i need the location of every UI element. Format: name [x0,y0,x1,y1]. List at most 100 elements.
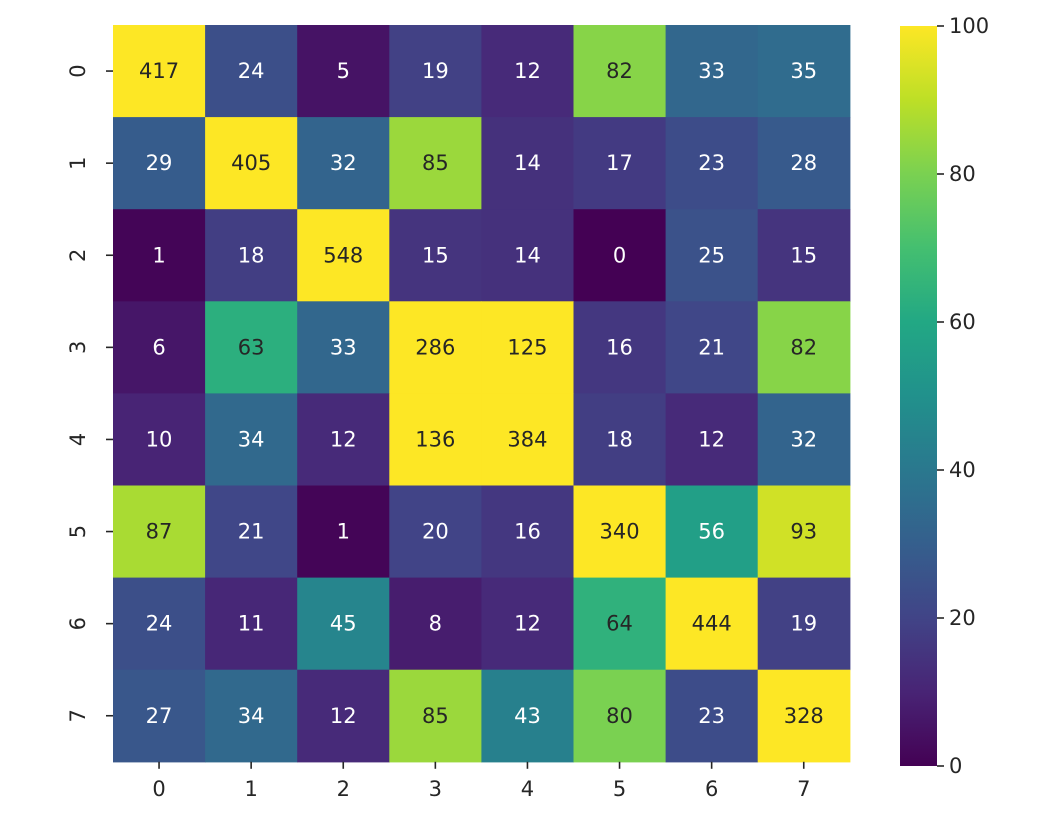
heatmap-cell-r5-c5 [573,485,667,579]
heatmap-cell-r2-c4 [481,209,575,302]
heatmap-cell-r3-c7 [757,301,851,394]
cell-value-r5-c3: 20 [422,520,449,544]
heatmap-cell-r6-c6 [665,577,759,671]
heatmap-cell-r4-c2 [297,393,390,487]
heatmap-cell-r7-c6 [665,669,759,763]
cell-value-r4-c4: 384 [507,427,547,451]
cell-value-r0-c0: 417 [139,59,179,83]
heatmap-cell-r5-c3 [389,485,482,579]
cell-value-r5-c2: 1 [337,520,350,544]
heatmap-cell-r3-c4 [481,301,575,394]
cell-value-r3-c5: 16 [606,335,633,359]
y-tick-label-2: 2 [66,249,90,262]
y-tick-label-3: 3 [66,341,90,354]
x-tick-label-7: 7 [797,777,810,801]
heatmap-cell-r7-c1 [205,669,298,763]
cell-value-r1-c5: 17 [606,151,633,175]
cell-value-r7-c5: 80 [606,704,633,728]
heatmap-cell-r3-c1 [205,301,298,394]
cell-value-r7-c1: 34 [238,704,265,728]
y-tick-label-7: 7 [66,709,90,722]
cell-value-r6-c0: 24 [146,612,173,636]
cell-value-r4-c2: 12 [330,427,357,451]
heatmap-cell-r5-c1 [205,485,298,579]
heatmap-cell-r6-c4 [481,577,575,671]
cell-value-r6-c1: 11 [238,612,265,636]
cell-value-r2-c5: 0 [613,243,626,267]
y-tick-label-1: 1 [66,156,90,169]
cell-value-r7-c2: 12 [330,704,357,728]
heatmap-cell-r7-c7 [757,669,851,763]
heatmap-cell-r1-c4 [481,117,575,210]
cell-value-r0-c6: 33 [698,59,725,83]
heatmap-cell-r2-c3 [389,209,482,302]
cell-value-r5-c0: 87 [146,520,173,544]
heatmap-cell-r1-c3 [389,117,482,210]
heatmap-cell-r6-c3 [389,577,482,671]
heatmap-cell-r7-c4 [481,669,575,763]
heatmap-cell-r0-c3 [389,25,482,118]
cell-value-r2-c3: 15 [422,243,449,267]
heatmap-cell-r1-c5 [573,117,667,210]
cell-value-r7-c3: 85 [422,704,449,728]
cell-value-r0-c7: 35 [790,59,817,83]
cell-value-r1-c7: 28 [790,151,817,175]
cell-value-r4-c5: 18 [606,427,633,451]
cell-value-r6-c5: 64 [606,612,633,636]
heatmap-cell-r7-c5 [573,669,667,763]
heatmap-cell-r6-c2 [297,577,390,671]
colorbar-tick-label-3: 60 [949,310,976,334]
heatmap-cell-r5-c6 [665,485,759,579]
heatmap-cell-r0-c6 [665,25,759,118]
cell-value-r6-c2: 45 [330,612,357,636]
cell-value-r3-c1: 63 [238,335,265,359]
heatmap-cell-r4-c5 [573,393,667,487]
cell-value-r5-c7: 93 [790,520,817,544]
cell-value-r2-c6: 25 [698,243,725,267]
heatmap-cell-r5-c2 [297,485,390,579]
heatmap-cell-r3-c2 [297,301,390,394]
heatmap-cell-r2-c5 [573,209,667,302]
heatmap-cell-r2-c1 [205,209,298,302]
colorbar-tick-label-5: 100 [949,14,989,38]
cell-value-r5-c6: 56 [698,520,725,544]
cell-value-r3-c0: 6 [152,335,165,359]
x-tick-label-0: 0 [152,777,165,801]
cell-value-r0-c1: 24 [238,59,265,83]
heatmap-cell-r0-c7 [757,25,851,118]
cell-value-r1-c0: 29 [146,151,173,175]
heatmap-cell-r7-c0 [113,669,206,763]
cell-value-r7-c7: 328 [784,704,824,728]
x-tick-label-3: 3 [429,777,442,801]
heatmap-cell-r3-c5 [573,301,667,394]
heatmap-cell-r7-c3 [389,669,482,763]
heatmap-cell-r5-c0 [113,485,206,579]
heatmap-cell-r1-c2 [297,117,390,210]
x-tick-label-4: 4 [521,777,534,801]
heatmap-cells [113,25,851,763]
colorbar-tick-label-1: 20 [949,606,976,630]
y-tick-label-0: 0 [66,64,90,77]
y-tick-label-4: 4 [66,433,90,446]
cell-value-r7-c4: 43 [514,704,541,728]
cell-value-r1-c2: 32 [330,151,357,175]
x-axis: 0 1 2 3 4 5 6 7 [152,761,810,801]
cell-value-r7-c6: 23 [698,704,725,728]
heatmap-cell-r4-c6 [665,393,759,487]
cell-value-r3-c4: 125 [507,335,547,359]
cell-value-r2-c0: 1 [152,243,165,267]
colorbar-tick-label-0: 0 [949,754,962,778]
heatmap-cell-r3-c3 [389,301,482,394]
cell-value-r2-c4: 14 [514,243,541,267]
cell-value-r3-c3: 286 [415,335,455,359]
y-axis: 0 1 2 3 4 5 6 7 [66,64,113,722]
heatmap-cell-r1-c0 [113,117,206,210]
heatmap-cell-r1-c7 [757,117,851,210]
heatmap-cell-r4-c4 [481,393,575,487]
heatmap-cell-r3-c0 [113,301,206,394]
cell-value-r0-c5: 82 [606,59,633,83]
cell-value-r5-c5: 340 [600,520,640,544]
cell-value-r4-c0: 10 [146,427,173,451]
cell-value-r6-c7: 19 [790,612,817,636]
heatmap-cell-r4-c1 [205,393,298,487]
